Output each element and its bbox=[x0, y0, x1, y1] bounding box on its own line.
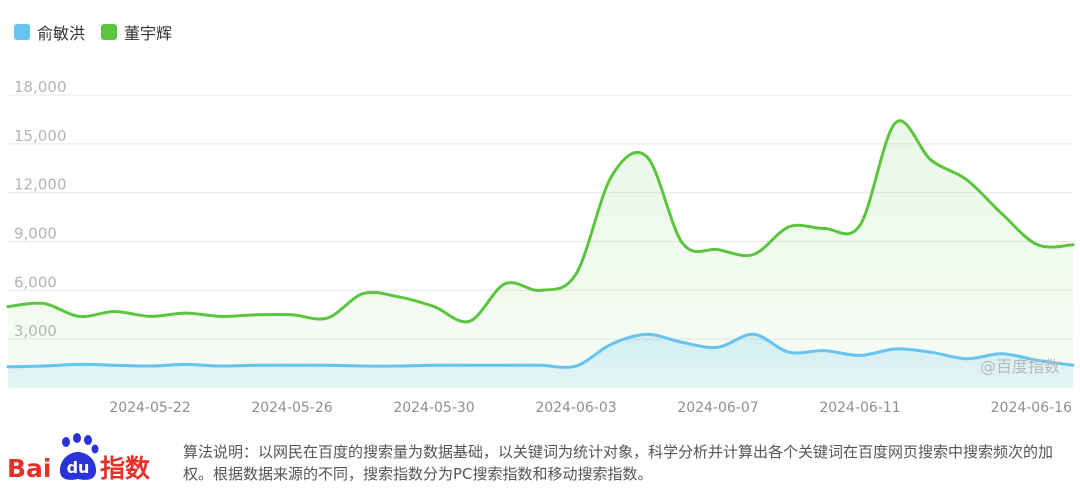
legend: 俞敏洪 董宇辉 bbox=[14, 20, 188, 44]
x-axis-ticks: 2024-05-22 2024-05-26 2024-05-30 2024-06-03… bbox=[109, 400, 1072, 416]
x-tick-label: 2024-05-30 bbox=[393, 400, 474, 416]
legend-swatch-series-1 bbox=[14, 24, 30, 40]
chart-canvas[interactable]: 3,000 6,000 9,000 12,000 15,000 18,000 2024-0… bbox=[0, 0, 1080, 426]
footer: Bai du 指数 算法说明：以网民在百度的搜索量为数据基础，以关键词为统计对象… bbox=[0, 426, 1080, 499]
x-tick-label: 2024-06-03 bbox=[535, 400, 616, 416]
svg-text:du: du bbox=[67, 458, 90, 477]
algorithm-note: 算法说明：以网民在百度的搜索量为数据基础，以关键词为统计对象，科学分析并计算出各… bbox=[183, 443, 1054, 483]
x-tick-label: 2024-06-07 bbox=[677, 400, 758, 416]
y-axis-ticks: 3,000 6,000 9,000 12,000 15,000 18,000 bbox=[14, 78, 67, 340]
y-tick-label: 15,000 bbox=[14, 127, 67, 145]
paw-icon: du bbox=[59, 433, 99, 480]
series-area-1 bbox=[8, 334, 1073, 388]
legend-item-series-2[interactable]: 董宇辉 bbox=[101, 20, 172, 44]
x-tick-label: 2024-05-22 bbox=[109, 400, 190, 416]
svg-text:指数: 指数 bbox=[100, 454, 151, 483]
baidu-index-logo: Bai du 指数 bbox=[7, 433, 151, 483]
series-areas bbox=[8, 120, 1073, 388]
legend-label-series-1: 俞敏洪 bbox=[37, 24, 86, 43]
y-tick-label: 9,000 bbox=[14, 225, 57, 243]
legend-swatch-series-2 bbox=[101, 24, 118, 40]
legend-label-series-2: 董宇辉 bbox=[124, 24, 173, 43]
y-tick-label: 18,000 bbox=[14, 78, 67, 96]
x-tick-label: 2024-05-26 bbox=[251, 400, 332, 416]
legend-item-series-1[interactable]: 俞敏洪 bbox=[14, 20, 85, 44]
baidu-index-watermark: @百度指数 bbox=[980, 357, 1060, 376]
x-tick-label: 2024-06-11 bbox=[819, 400, 900, 416]
x-tick-label: 2024-06-16 bbox=[991, 400, 1072, 416]
series-line-2[interactable] bbox=[6, 119, 1075, 324]
y-tick-label: 12,000 bbox=[14, 176, 67, 194]
series-area-2 bbox=[8, 120, 1073, 388]
series-lines bbox=[6, 119, 1075, 369]
y-tick-label: 3,000 bbox=[14, 322, 57, 340]
svg-text:Bai: Bai bbox=[7, 454, 52, 483]
y-tick-label: 6,000 bbox=[14, 273, 57, 291]
series-line-1[interactable] bbox=[6, 332, 1075, 369]
